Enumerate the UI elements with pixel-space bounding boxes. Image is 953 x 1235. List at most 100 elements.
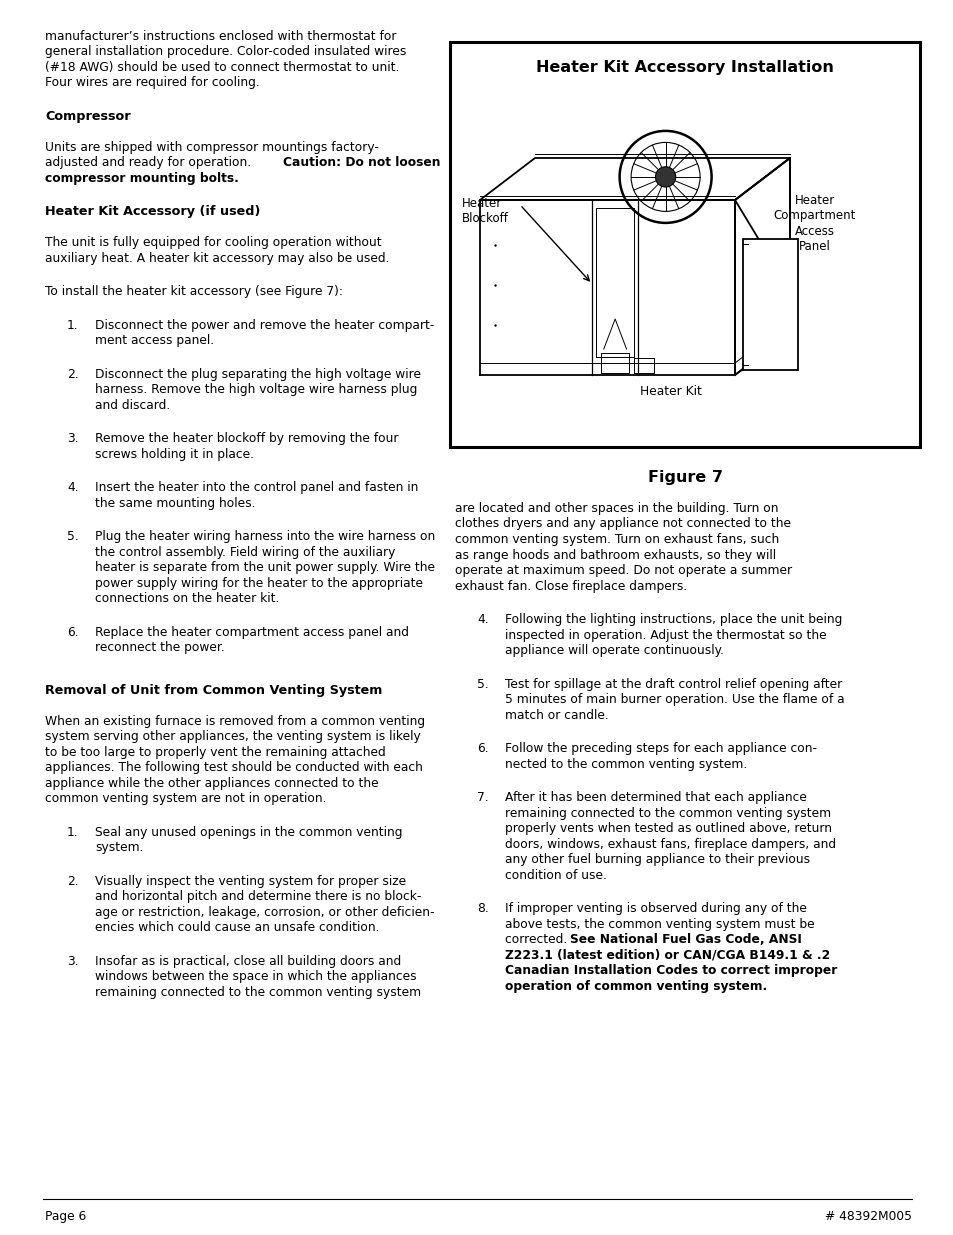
Text: Compartment: Compartment <box>773 210 855 222</box>
Text: Access: Access <box>794 225 834 238</box>
Text: compressor mounting bolts.: compressor mounting bolts. <box>45 172 238 185</box>
Text: windows between the space in which the appliances: windows between the space in which the a… <box>95 971 416 983</box>
Text: power supply wiring for the heater to the appropriate: power supply wiring for the heater to th… <box>95 577 422 590</box>
Text: remaining connected to the common venting system: remaining connected to the common ventin… <box>95 986 420 999</box>
Bar <box>450 42 919 447</box>
Text: remaining connected to the common venting system: remaining connected to the common ventin… <box>504 806 830 820</box>
Text: Caution: Do not loosen: Caution: Do not loosen <box>283 157 440 169</box>
Text: Insert the heater into the control panel and fasten in: Insert the heater into the control panel… <box>95 482 418 494</box>
Text: encies which could cause an unsafe condition.: encies which could cause an unsafe condi… <box>95 921 379 935</box>
Text: appliances. The following test should be conducted with each: appliances. The following test should be… <box>45 762 422 774</box>
Text: system.: system. <box>95 841 143 855</box>
Text: (#18 AWG) should be used to connect thermostat to unit.: (#18 AWG) should be used to connect ther… <box>45 61 399 74</box>
Text: nected to the common venting system.: nected to the common venting system. <box>504 757 746 771</box>
Text: # 48392M005: # 48392M005 <box>824 1210 911 1223</box>
Text: Figure 7: Figure 7 <box>647 471 721 485</box>
Text: heater is separate from the unit power supply. Wire the: heater is separate from the unit power s… <box>95 562 435 574</box>
Text: corrected.: corrected. <box>504 932 571 946</box>
Text: to be too large to properly vent the remaining attached: to be too large to properly vent the rem… <box>45 746 385 760</box>
Text: Compressor: Compressor <box>45 110 131 124</box>
Text: properly vents when tested as outlined above, return: properly vents when tested as outlined a… <box>504 823 831 835</box>
Text: Panel: Panel <box>799 241 830 253</box>
Text: clothes dryers and any appliance not connected to the: clothes dryers and any appliance not con… <box>455 517 790 531</box>
Text: Canadian Installation Codes to correct improper: Canadian Installation Codes to correct i… <box>504 965 837 977</box>
Text: and discard.: and discard. <box>95 399 170 412</box>
Text: common venting system. Turn on exhaust fans, such: common venting system. Turn on exhaust f… <box>455 534 779 546</box>
Text: 4.: 4. <box>476 613 488 626</box>
Text: the control assembly. Field wiring of the auxiliary: the control assembly. Field wiring of th… <box>95 546 395 559</box>
Text: Disconnect the plug separating the high voltage wire: Disconnect the plug separating the high … <box>95 368 420 382</box>
Text: auxiliary heat. A heater kit accessory may also be used.: auxiliary heat. A heater kit accessory m… <box>45 252 389 266</box>
Text: 5.: 5. <box>67 531 79 543</box>
Text: general installation procedure. Color-coded insulated wires: general installation procedure. Color-co… <box>45 46 406 58</box>
Text: Z223.1 (latest edition) or CAN/CGA B149.1 & .2: Z223.1 (latest edition) or CAN/CGA B149.… <box>504 948 829 962</box>
Text: To install the heater kit accessory (see Figure 7):: To install the heater kit accessory (see… <box>45 285 342 299</box>
Text: 3.: 3. <box>67 955 78 968</box>
Text: The unit is fully equipped for cooling operation without: The unit is fully equipped for cooling o… <box>45 236 381 249</box>
Text: exhaust fan. Close fireplace dampers.: exhaust fan. Close fireplace dampers. <box>455 579 686 593</box>
Text: condition of use.: condition of use. <box>504 868 606 882</box>
Text: Insofar as is practical, close all building doors and: Insofar as is practical, close all build… <box>95 955 401 968</box>
Text: appliance will operate continuously.: appliance will operate continuously. <box>504 643 723 657</box>
Text: screws holding it in place.: screws holding it in place. <box>95 448 253 461</box>
Text: If improper venting is observed during any of the: If improper venting is observed during a… <box>504 902 806 915</box>
Text: adjusted and ready for operation.: adjusted and ready for operation. <box>45 157 254 169</box>
Text: reconnect the power.: reconnect the power. <box>95 641 225 655</box>
Text: Visually inspect the venting system for proper size: Visually inspect the venting system for … <box>95 876 406 888</box>
Text: ment access panel.: ment access panel. <box>95 335 213 347</box>
Text: See National Fuel Gas Code, ANSI: See National Fuel Gas Code, ANSI <box>569 932 801 946</box>
Text: 5 minutes of main burner operation. Use the flame of a: 5 minutes of main burner operation. Use … <box>504 693 843 706</box>
Text: appliance while the other appliances connected to the: appliance while the other appliances con… <box>45 777 378 790</box>
Text: Page 6: Page 6 <box>45 1210 86 1223</box>
Text: 1.: 1. <box>67 826 78 839</box>
Text: When an existing furnace is removed from a common venting: When an existing furnace is removed from… <box>45 715 425 727</box>
Text: doors, windows, exhaust fans, fireplace dampers, and: doors, windows, exhaust fans, fireplace … <box>504 837 835 851</box>
Text: operate at maximum speed. Do not operate a summer: operate at maximum speed. Do not operate… <box>455 564 791 577</box>
Text: 4.: 4. <box>67 482 78 494</box>
Text: Units are shipped with compressor mountings factory-: Units are shipped with compressor mounti… <box>45 141 378 154</box>
Text: Follow the preceding steps for each appliance con-: Follow the preceding steps for each appl… <box>504 742 816 755</box>
Text: Heater Kit Accessory (if used): Heater Kit Accessory (if used) <box>45 205 260 219</box>
Text: Replace the heater compartment access panel and: Replace the heater compartment access pa… <box>95 626 409 638</box>
Text: Remove the heater blockoff by removing the four: Remove the heater blockoff by removing t… <box>95 432 398 446</box>
Text: 5.: 5. <box>476 678 488 690</box>
Circle shape <box>655 167 675 186</box>
Text: as range hoods and bathroom exhausts, so they will: as range hoods and bathroom exhausts, so… <box>455 548 776 562</box>
Text: match or candle.: match or candle. <box>504 709 608 721</box>
Text: above tests, the common venting system must be: above tests, the common venting system m… <box>504 918 814 930</box>
Text: 3.: 3. <box>67 432 78 446</box>
Text: connections on the heater kit.: connections on the heater kit. <box>95 593 279 605</box>
Text: any other fuel burning appliance to their previous: any other fuel burning appliance to thei… <box>504 853 809 866</box>
Text: Heater Kit: Heater Kit <box>639 385 701 398</box>
Text: common venting system are not in operation.: common venting system are not in operati… <box>45 793 326 805</box>
Text: 8.: 8. <box>476 902 488 915</box>
Text: the same mounting holes.: the same mounting holes. <box>95 496 255 510</box>
Text: inspected in operation. Adjust the thermostat so the: inspected in operation. Adjust the therm… <box>504 629 825 641</box>
Text: 2.: 2. <box>67 876 78 888</box>
Text: Heater Kit Accessory Installation: Heater Kit Accessory Installation <box>536 61 833 75</box>
Text: harness. Remove the high voltage wire harness plug: harness. Remove the high voltage wire ha… <box>95 384 417 396</box>
Text: Heater: Heater <box>461 198 501 210</box>
Text: 1.: 1. <box>67 319 78 332</box>
Text: 6.: 6. <box>67 626 78 638</box>
Text: Seal any unused openings in the common venting: Seal any unused openings in the common v… <box>95 826 402 839</box>
Bar <box>742 238 797 370</box>
Text: 7.: 7. <box>476 790 488 804</box>
Text: Removal of Unit from Common Venting System: Removal of Unit from Common Venting Syst… <box>45 684 382 697</box>
Text: operation of common venting system.: operation of common venting system. <box>504 979 766 993</box>
Text: and horizontal pitch and determine there is no block-: and horizontal pitch and determine there… <box>95 890 421 904</box>
Text: system serving other appliances, the venting system is likely: system serving other appliances, the ven… <box>45 730 420 743</box>
Text: 6.: 6. <box>476 742 488 755</box>
Text: Plug the heater wiring harness into the wire harness on: Plug the heater wiring harness into the … <box>95 531 435 543</box>
Text: age or restriction, leakage, corrosion, or other deficien-: age or restriction, leakage, corrosion, … <box>95 906 434 919</box>
Text: Disconnect the power and remove the heater compart-: Disconnect the power and remove the heat… <box>95 319 434 332</box>
Text: are located and other spaces in the building. Turn on: are located and other spaces in the buil… <box>455 501 778 515</box>
Text: Test for spillage at the draft control relief opening after: Test for spillage at the draft control r… <box>504 678 841 690</box>
Text: 2.: 2. <box>67 368 78 382</box>
Text: manufacturer’s instructions enclosed with thermostat for: manufacturer’s instructions enclosed wit… <box>45 30 396 43</box>
Text: Following the lighting instructions, place the unit being: Following the lighting instructions, pla… <box>504 613 841 626</box>
Text: Blockoff: Blockoff <box>461 212 508 226</box>
Text: After it has been determined that each appliance: After it has been determined that each a… <box>504 790 806 804</box>
Text: Heater: Heater <box>794 194 834 207</box>
Text: Four wires are required for cooling.: Four wires are required for cooling. <box>45 77 259 89</box>
